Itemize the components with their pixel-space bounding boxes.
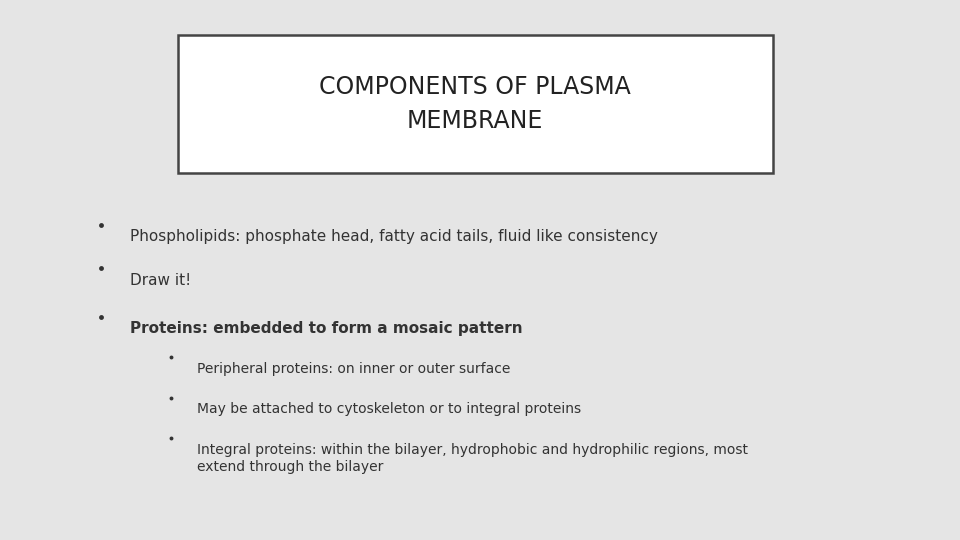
Text: Proteins: embedded to form a mosaic pattern: Proteins: embedded to form a mosaic patt… — [130, 321, 522, 336]
Text: May be attached to cytoskeleton or to integral proteins: May be attached to cytoskeleton or to in… — [197, 402, 581, 416]
Text: Phospholipids: phosphate head, fatty acid tails, fluid like consistency: Phospholipids: phosphate head, fatty aci… — [130, 230, 658, 245]
Text: Integral proteins: within the bilayer, hydrophobic and hydrophilic regions, most: Integral proteins: within the bilayer, h… — [197, 443, 748, 474]
Text: Peripheral proteins: on inner or outer surface: Peripheral proteins: on inner or outer s… — [197, 362, 510, 376]
FancyBboxPatch shape — [178, 35, 773, 173]
Text: Draw it!: Draw it! — [130, 273, 191, 288]
Text: COMPONENTS OF PLASMA
MEMBRANE: COMPONENTS OF PLASMA MEMBRANE — [320, 75, 631, 133]
